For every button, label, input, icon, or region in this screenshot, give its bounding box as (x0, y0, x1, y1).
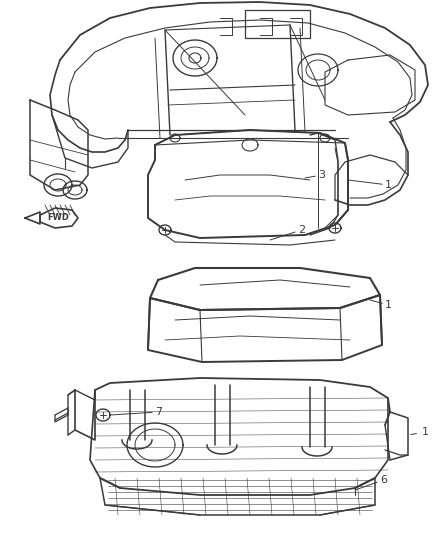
Text: 3: 3 (305, 170, 325, 180)
Text: 2: 2 (270, 225, 305, 240)
Text: 1: 1 (348, 180, 392, 190)
Text: FWD: FWD (47, 214, 69, 222)
Text: 6: 6 (355, 475, 387, 490)
Text: 1: 1 (411, 427, 429, 437)
Text: 1: 1 (370, 300, 392, 310)
Text: 7: 7 (110, 407, 162, 417)
